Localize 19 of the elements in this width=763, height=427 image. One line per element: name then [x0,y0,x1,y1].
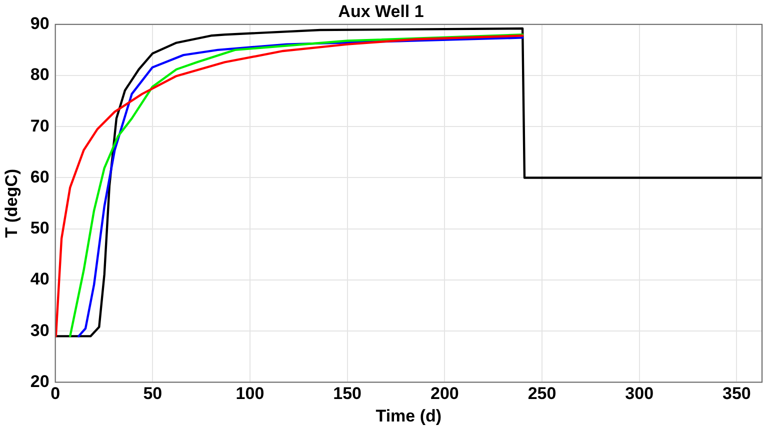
x-tick-label: 100 [236,384,264,404]
x-axis-title: Time (d) [376,406,442,426]
x-tick-label: 250 [528,384,556,404]
y-axis-title: T (degC) [2,168,21,238]
x-tick-label: 350 [722,384,751,404]
x-tick-label: 0 [50,384,60,404]
y-tick-label: 70 [30,116,50,136]
chart-title: Aux Well 1 [338,2,424,21]
x-tick-label: 50 [143,384,162,404]
y-tick-label: 60 [30,167,50,186]
y-tick-label: 40 [30,270,50,289]
x-tick-label: 150 [333,384,362,404]
x-tick-label: 200 [430,384,459,404]
y-tick-label: 90 [30,14,50,34]
y-tick-label: 30 [30,320,50,340]
y-tick-label: 50 [30,218,50,238]
y-tick-label: 80 [30,65,50,84]
x-tick-label: 300 [625,384,654,404]
y-tick-label: 20 [30,372,50,391]
